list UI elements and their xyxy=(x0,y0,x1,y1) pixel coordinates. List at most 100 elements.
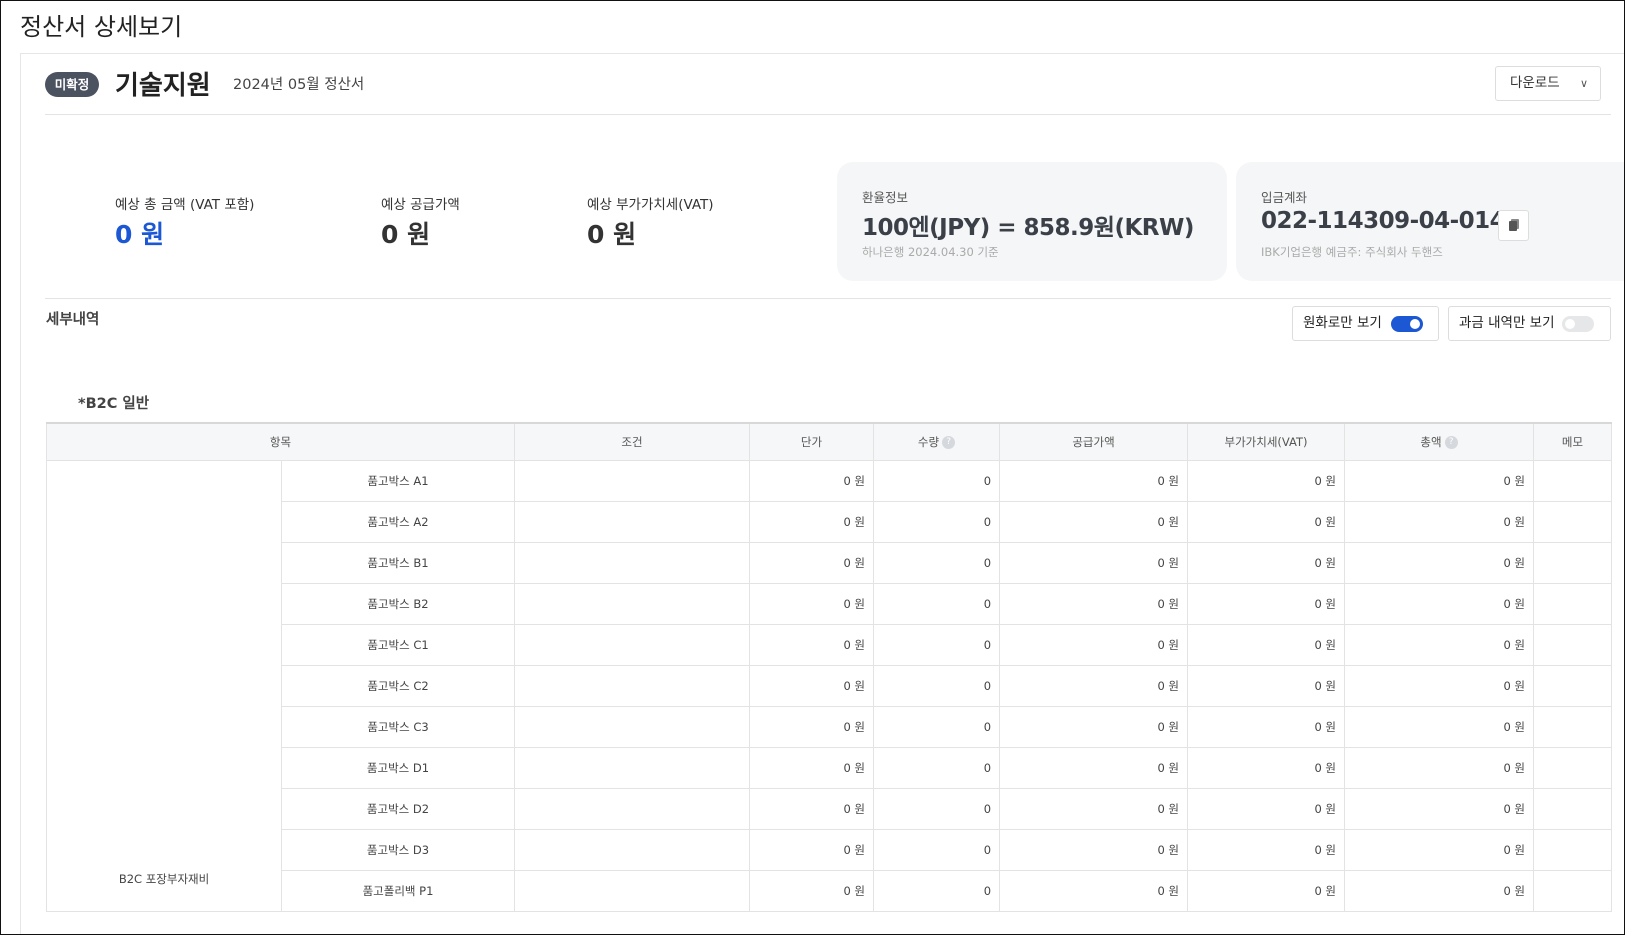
account-note: IBK기업은행 예금주: 주식회사 두핸즈 xyxy=(1261,245,1443,259)
total-cell: 0 원 xyxy=(1344,460,1535,502)
unit-price-cell: 0 원 xyxy=(749,870,875,912)
unit-price-cell: 0 원 xyxy=(749,665,875,707)
help-icon[interactable]: ? xyxy=(1444,436,1458,449)
account-title: 입금계좌 xyxy=(1261,190,1308,205)
header-unit-price: 단가 xyxy=(749,422,875,461)
total-cell: 0 원 xyxy=(1344,788,1535,830)
total-cell: 0 원 xyxy=(1344,542,1535,584)
unit-price-cell: 0 원 xyxy=(749,583,875,625)
memo-cell xyxy=(1533,583,1613,625)
memo-cell xyxy=(1533,624,1613,666)
vat-cell: 0 원 xyxy=(1187,706,1346,748)
memo-cell xyxy=(1533,501,1613,543)
memo-cell xyxy=(1533,788,1613,830)
condition-cell xyxy=(514,460,751,502)
condition-cell xyxy=(514,747,751,789)
settlement-period: 2024년 05월 정산서 xyxy=(233,77,365,93)
krw-only-toggle[interactable]: 원화로만 보기 xyxy=(1292,306,1439,341)
download-button[interactable]: 다운로드 ∨ xyxy=(1495,66,1601,101)
table-section-title: *B2C 일반 xyxy=(78,396,150,412)
item-cell: 품고박스 C2 xyxy=(280,665,516,707)
supply-cell: 0 원 xyxy=(999,624,1189,666)
account-card: 입금계좌 022-114309-04-014 IBK기업은행 예금주: 주식회사… xyxy=(1236,162,1624,281)
total-cell: 0 원 xyxy=(1344,829,1535,871)
memo-cell xyxy=(1533,747,1613,789)
supply-cell: 0 원 xyxy=(999,829,1189,871)
divider xyxy=(45,114,1611,115)
supply-cell: 0 원 xyxy=(999,501,1189,543)
summary-supply-label: 예상 공급가액 xyxy=(381,197,460,213)
memo-cell xyxy=(1533,870,1613,912)
vat-cell: 0 원 xyxy=(1187,501,1346,543)
billed-only-toggle[interactable]: 과금 내역만 보기 xyxy=(1448,306,1611,341)
unit-price-cell: 0 원 xyxy=(749,747,875,789)
summary-vat-label: 예상 부가가치세(VAT) xyxy=(587,197,714,213)
memo-cell xyxy=(1533,460,1613,502)
condition-cell xyxy=(514,829,751,871)
toggle-switch-off[interactable] xyxy=(1562,316,1594,332)
total-cell: 0 원 xyxy=(1344,747,1535,789)
vat-cell: 0 원 xyxy=(1187,747,1346,789)
exchange-rate: 100엔(JPY) = 858.9원(KRW) xyxy=(862,215,1194,241)
header-condition: 조건 xyxy=(514,422,751,461)
item-cell: 품고박스 B1 xyxy=(280,542,516,584)
condition-cell xyxy=(514,624,751,666)
quantity-cell: 0 xyxy=(873,501,1001,543)
summary-total-value: 0 원 xyxy=(115,220,165,249)
item-cell: 품고박스 B2 xyxy=(280,583,516,625)
item-cell: 품고박스 D3 xyxy=(280,829,516,871)
quantity-cell: 0 xyxy=(873,829,1001,871)
total-cell: 0 원 xyxy=(1344,665,1535,707)
status-badge: 미확정 xyxy=(45,72,99,97)
header-vat: 부가가치세(VAT) xyxy=(1187,422,1346,461)
condition-cell xyxy=(514,870,751,912)
details-table: 항목 조건 단가 수량? 공급가액 부가가치세(VAT) 총액? 메모 B2C … xyxy=(45,422,1613,912)
vat-cell: 0 원 xyxy=(1187,788,1346,830)
download-label: 다운로드 xyxy=(1510,75,1560,91)
condition-cell xyxy=(514,665,751,707)
unit-price-cell: 0 원 xyxy=(749,706,875,748)
quantity-cell: 0 xyxy=(873,665,1001,707)
supply-cell: 0 원 xyxy=(999,460,1189,502)
condition-cell xyxy=(514,788,751,830)
vat-cell: 0 원 xyxy=(1187,665,1346,707)
condition-cell xyxy=(514,583,751,625)
quantity-cell: 0 xyxy=(873,460,1001,502)
memo-cell xyxy=(1533,542,1613,584)
item-cell: 품고박스 C3 xyxy=(280,706,516,748)
condition-cell xyxy=(514,542,751,584)
header-total: 총액? xyxy=(1344,422,1535,461)
supply-cell: 0 원 xyxy=(999,583,1189,625)
supply-cell: 0 원 xyxy=(999,542,1189,584)
vat-cell: 0 원 xyxy=(1187,624,1346,666)
unit-price-cell: 0 원 xyxy=(749,829,875,871)
vat-cell: 0 원 xyxy=(1187,460,1346,502)
help-icon[interactable]: ? xyxy=(942,436,956,449)
vat-cell: 0 원 xyxy=(1187,870,1346,912)
summary-vat-value: 0 원 xyxy=(587,220,637,249)
group-cell: B2C 포장부자재비 xyxy=(46,460,282,912)
copy-button[interactable] xyxy=(1498,210,1529,241)
unit-price-cell: 0 원 xyxy=(749,501,875,543)
unit-price-cell: 0 원 xyxy=(749,542,875,584)
total-cell: 0 원 xyxy=(1344,870,1535,912)
item-cell: 품고박스 A1 xyxy=(280,460,516,502)
header-quantity: 수량? xyxy=(873,422,1001,461)
exchange-note: 하나은행 2024.04.30 기준 xyxy=(862,245,999,259)
header-item: 항목 xyxy=(45,422,516,461)
unit-price-cell: 0 원 xyxy=(749,460,875,502)
item-cell: 품고박스 A2 xyxy=(280,501,516,543)
page-title: 정산서 상세보기 xyxy=(20,13,183,41)
unit-price-cell: 0 원 xyxy=(749,788,875,830)
total-cell: 0 원 xyxy=(1344,624,1535,666)
header-total-label: 총액 xyxy=(1420,435,1442,449)
settlement-card xyxy=(20,53,1624,934)
toggle-switch-on[interactable] xyxy=(1391,316,1423,332)
quantity-cell: 0 xyxy=(873,788,1001,830)
supply-cell: 0 원 xyxy=(999,870,1189,912)
